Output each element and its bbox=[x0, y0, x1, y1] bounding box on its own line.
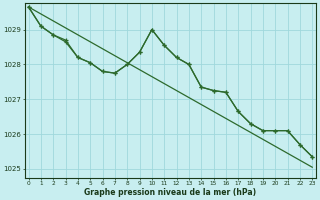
X-axis label: Graphe pression niveau de la mer (hPa): Graphe pression niveau de la mer (hPa) bbox=[84, 188, 256, 197]
